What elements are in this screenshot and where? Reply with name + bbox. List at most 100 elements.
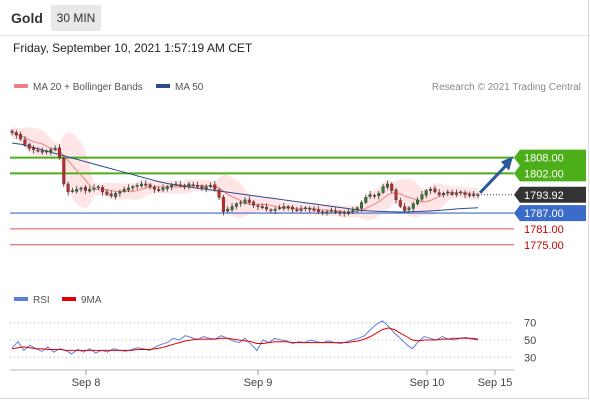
candle-body: [252, 201, 256, 206]
bollinger-bands: [12, 126, 478, 221]
rsi-9ma-line: [11, 327, 479, 351]
forecast-arrow: [478, 156, 513, 194]
candle-body: [58, 147, 62, 158]
candle: [58, 144, 62, 160]
candle: [299, 205, 303, 213]
candle-body: [381, 186, 385, 193]
candle-body: [62, 157, 66, 185]
candle: [368, 191, 372, 199]
candle-body: [291, 206, 295, 210]
candle: [334, 207, 338, 214]
candle-body: [148, 184, 152, 187]
candle-body: [208, 185, 212, 187]
candle-body: [204, 186, 208, 189]
candle-body: [114, 193, 118, 197]
candle: [273, 206, 277, 214]
candle: [10, 129, 14, 136]
candle: [36, 147, 40, 153]
candle-body: [75, 189, 79, 192]
candle-body: [23, 139, 27, 145]
candle-body: [53, 148, 57, 150]
candle: [329, 207, 333, 213]
candle-body: [351, 210, 355, 212]
chart-header: Gold 30 MIN: [0, 0, 590, 36]
candle-body: [92, 187, 96, 190]
legend-9ma-swatch: [62, 297, 76, 301]
candle-body: [40, 150, 44, 153]
candle: [454, 189, 458, 197]
candle-body: [49, 149, 53, 152]
candle-body: [213, 184, 217, 190]
candle-body: [226, 208, 230, 212]
candle: [27, 142, 31, 152]
candle: [88, 186, 92, 193]
candle-body: [373, 194, 377, 197]
candle-body: [32, 147, 36, 150]
candle-body: [411, 203, 415, 209]
candle-body: [131, 186, 135, 189]
candle: [308, 206, 312, 213]
candle-body: [303, 207, 307, 210]
candle-body: [424, 190, 428, 196]
candle: [221, 194, 225, 216]
candle-body: [165, 186, 169, 189]
candle-body: [390, 183, 394, 191]
rsi-line: [11, 320, 479, 355]
rsi-tick-30: 30: [524, 352, 536, 364]
legend-ma50-label: MA 50: [175, 82, 204, 93]
candle-body: [36, 150, 40, 152]
candle-body: [295, 209, 299, 212]
candle-body: [10, 130, 14, 133]
candle: [338, 210, 342, 216]
candle: [14, 130, 18, 139]
candle: [183, 183, 187, 190]
candle: [467, 191, 471, 198]
candle: [213, 181, 217, 192]
candle: [364, 194, 368, 205]
candle-body: [88, 189, 92, 192]
candle-body: [416, 199, 420, 205]
candle: [131, 185, 135, 191]
candle: [416, 196, 420, 206]
candle-body: [398, 200, 402, 207]
candle: [217, 188, 221, 201]
candle: [252, 200, 256, 209]
level-label-1808.00: 1808.00: [524, 153, 564, 165]
candle: [239, 200, 243, 207]
candle: [459, 190, 463, 196]
candle-body: [273, 208, 277, 211]
legend-9ma-label: 9MA: [81, 295, 102, 306]
candle-body: [459, 191, 463, 194]
candle: [403, 202, 407, 213]
candle: [195, 181, 199, 189]
candle: [411, 201, 415, 213]
candle: [295, 206, 299, 213]
candle-body: [187, 183, 191, 187]
candle-body: [96, 186, 100, 188]
candle: [40, 147, 44, 155]
price-levels: [10, 156, 514, 246]
candle: [282, 202, 286, 211]
candle-body: [183, 185, 187, 187]
candle-body: [450, 192, 454, 195]
candle: [49, 147, 53, 156]
timeframe-badge[interactable]: 30 MIN: [51, 5, 101, 31]
bollinger-band-area: [12, 126, 478, 221]
candle: [165, 185, 169, 192]
candle: [105, 189, 109, 197]
candle: [92, 184, 96, 192]
candle: [101, 185, 105, 196]
candle-body: [364, 196, 368, 203]
candle-body: [122, 189, 126, 192]
candle: [62, 156, 66, 187]
candle-body: [161, 187, 165, 191]
candle-body: [334, 210, 338, 213]
candle: [139, 181, 143, 188]
legend-ma20-label: MA 20 + Bollinger Bands: [33, 82, 143, 93]
legend-ma20-swatch: [14, 84, 28, 88]
rsi-legend: RSI 9MA: [14, 295, 102, 306]
candle: [463, 190, 467, 199]
candle-body: [260, 206, 264, 208]
candle: [187, 181, 191, 190]
